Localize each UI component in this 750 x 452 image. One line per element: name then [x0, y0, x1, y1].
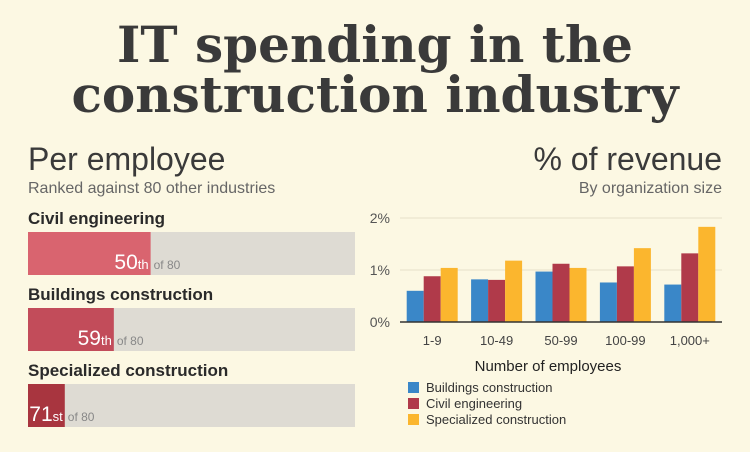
category-label: Civil engineering [28, 209, 165, 228]
rank-of-label: of 80 [117, 334, 144, 348]
panel-subtitle: Ranked against 80 other industries [28, 180, 275, 197]
legend-swatch [408, 398, 419, 409]
title-line: IT spending in the [117, 15, 633, 74]
rank-label: 71st [29, 403, 63, 426]
rank-label: 59th [78, 327, 112, 350]
bar [599, 282, 617, 322]
rank-value: 59 [78, 327, 101, 350]
rank-suffix: st [53, 409, 64, 424]
rank-suffix: th [138, 257, 149, 272]
bar [535, 271, 553, 322]
panel-title: Per employee [28, 141, 225, 177]
y-tick-label: 2% [370, 210, 390, 226]
bar [552, 263, 570, 322]
rank-value: 71 [29, 403, 52, 426]
x-tick-label: 1,000+ [670, 333, 710, 348]
panel-title: % of revenue [533, 141, 722, 177]
bar [406, 290, 424, 322]
rank-label: 50th [114, 251, 148, 274]
y-tick-label: 0% [370, 314, 390, 330]
bar [28, 308, 114, 351]
x-tick-label: 1-9 [423, 333, 442, 348]
bar [616, 266, 634, 322]
bar [488, 279, 506, 322]
legend-swatch [408, 414, 419, 425]
bar [471, 279, 489, 322]
x-tick-label: 10-49 [480, 333, 513, 348]
bar [505, 260, 523, 322]
y-tick-label: 1% [370, 262, 390, 278]
legend-label: Buildings construction [426, 380, 552, 395]
x-tick-label: 50-99 [544, 333, 577, 348]
legend-label: Specialized construction [426, 412, 566, 427]
panel-subtitle: By organization size [579, 180, 722, 197]
legend-swatch [408, 382, 419, 393]
bar [698, 226, 716, 322]
rank-value: 50 [114, 251, 137, 274]
bar [633, 248, 651, 322]
bar-track [28, 384, 355, 427]
bar [28, 384, 65, 427]
bar [664, 284, 682, 322]
title-line: construction industry [71, 65, 680, 124]
bar [440, 267, 458, 322]
legend-label: Civil engineering [426, 396, 522, 411]
x-axis-title: Number of employees [475, 358, 622, 375]
bar [28, 232, 151, 275]
bar [423, 276, 441, 322]
rank-of-label: of 80 [154, 258, 181, 272]
rank-of-label: of 80 [68, 410, 95, 424]
x-tick-label: 100-99 [605, 333, 645, 348]
bar [569, 267, 587, 322]
bar [681, 253, 699, 322]
rank-suffix: th [101, 333, 112, 348]
category-label: Buildings construction [28, 285, 213, 304]
category-label: Specialized construction [28, 361, 228, 380]
